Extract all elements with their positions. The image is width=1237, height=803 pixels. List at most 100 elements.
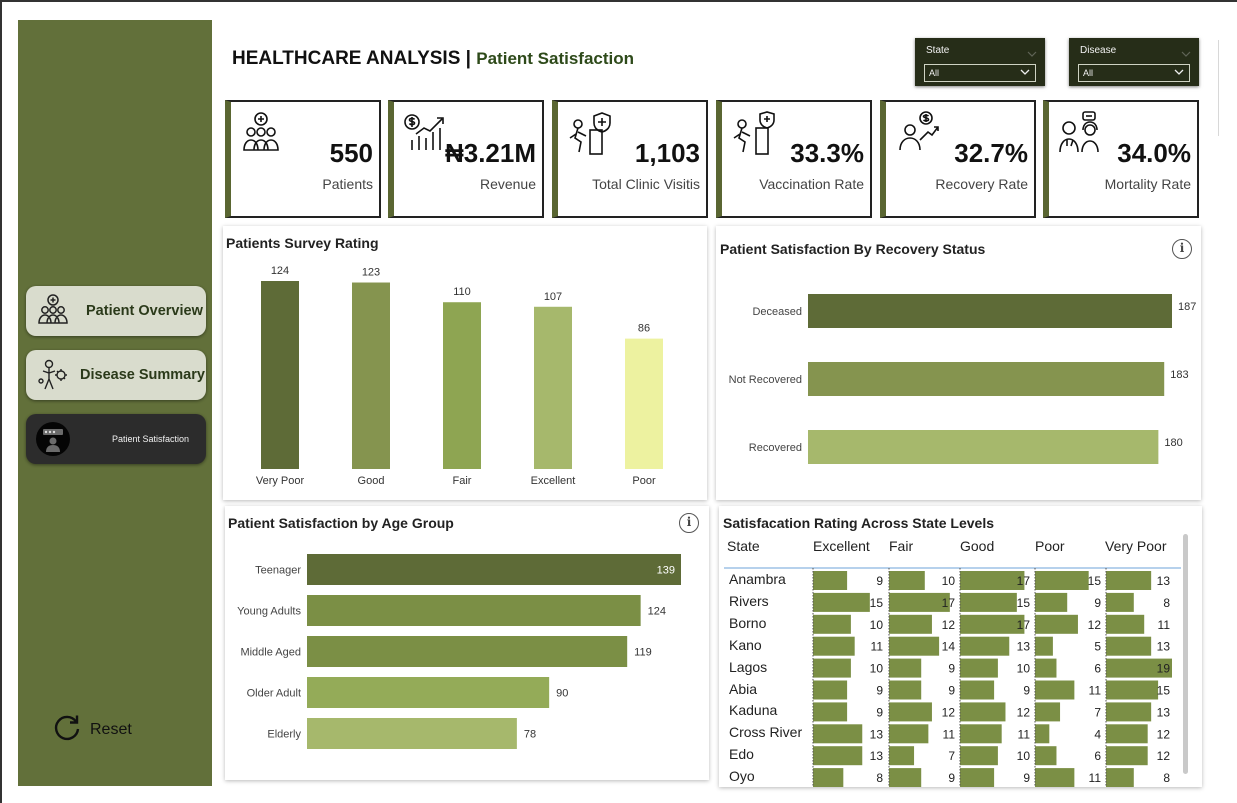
bar bbox=[307, 554, 681, 585]
chevron-down-icon bbox=[1027, 44, 1037, 62]
recovery-icon bbox=[894, 110, 942, 158]
age-group-chart: 139 Teenager 124 Young Adults 119 Middle Aged… bbox=[237, 554, 681, 749]
table-cell-value: 7 bbox=[1094, 705, 1101, 719]
table-cell-value: 8 bbox=[1163, 771, 1170, 785]
kpi-card-clinic-visits: 1,103 Total Clinic Visitis bbox=[552, 100, 708, 218]
state-filter-dropdown[interactable]: All bbox=[924, 64, 1036, 82]
nav-item-label: Patient Overview bbox=[86, 303, 203, 319]
table-row: Kaduna bbox=[729, 702, 778, 719]
info-icon[interactable]: i bbox=[1172, 239, 1192, 259]
reset-label: Reset bbox=[90, 720, 132, 738]
kpi-card-mortality-rate: 34.0% Mortality Rate bbox=[1043, 100, 1199, 218]
table-cell-bar bbox=[1106, 702, 1152, 722]
bar bbox=[534, 306, 572, 469]
table-row: Anambra bbox=[729, 571, 786, 587]
column-header[interactable]: Very Poor bbox=[1105, 538, 1167, 554]
chevron-down-icon[interactable] bbox=[1174, 68, 1184, 78]
table-cell-value: 5 bbox=[1094, 640, 1101, 654]
bar bbox=[808, 294, 1172, 328]
table-cell-bar bbox=[1106, 680, 1159, 700]
tick-label: Older Adult bbox=[247, 688, 301, 700]
table-cell-bar bbox=[960, 614, 1025, 634]
tick-label: Fair bbox=[453, 475, 472, 487]
disease-filter[interactable]: Disease All bbox=[1069, 38, 1199, 86]
data-label: 124 bbox=[271, 265, 289, 277]
column-header[interactable]: Excellent bbox=[813, 538, 870, 554]
table-cell-value: 12 bbox=[942, 705, 956, 719]
table-cell-bar bbox=[813, 768, 844, 787]
patients-group-icon bbox=[239, 110, 287, 158]
column-header[interactable]: State bbox=[727, 538, 760, 554]
window-frame-left bbox=[0, 0, 2, 803]
tick-label: Not Recovered bbox=[729, 374, 802, 386]
tick-label: Young Adults bbox=[237, 606, 301, 618]
table-cell-value: 15 bbox=[870, 596, 884, 610]
table-cell-value: 11 bbox=[1089, 684, 1102, 698]
table-cell-value: 4 bbox=[1094, 727, 1101, 741]
table-cell-value: 11 bbox=[871, 640, 884, 654]
bar bbox=[261, 281, 299, 469]
disease-filter-value: All bbox=[1083, 68, 1094, 78]
table-cell-bar bbox=[813, 614, 851, 634]
table-cell-value: 9 bbox=[876, 684, 883, 698]
chart-title: Satisfacation Rating Across State Levels bbox=[723, 515, 995, 531]
survey-rating-chart: 124 Very Poor 123 Good 110 Fair 107 Excellent 86… bbox=[256, 265, 663, 487]
table-cell-value: 8 bbox=[1163, 596, 1170, 610]
kpi-card-recovery-rate: 32.7% Recovery Rate bbox=[880, 100, 1036, 218]
table-cell-value: 13 bbox=[1157, 574, 1171, 588]
table-cell-value: 9 bbox=[876, 705, 883, 719]
nav-item-label: Disease Summary bbox=[80, 367, 205, 383]
table-cell-bar bbox=[889, 724, 929, 744]
column-header[interactable]: Good bbox=[960, 538, 995, 554]
state-rating-panel: Satisfacation Rating Across State Levels… bbox=[719, 506, 1202, 787]
table-scrollbar[interactable] bbox=[1183, 534, 1188, 774]
state-filter[interactable]: State All bbox=[915, 38, 1045, 86]
table-cell-value: 9 bbox=[1023, 771, 1030, 785]
table-cell-bar bbox=[889, 658, 922, 678]
disease-filter-dropdown[interactable]: All bbox=[1078, 64, 1190, 82]
chart-title: Patients Survey Rating bbox=[226, 235, 379, 251]
table-cell-value: 14 bbox=[942, 640, 956, 654]
state-filter-value: All bbox=[929, 68, 940, 78]
table-cell-value: 12 bbox=[1157, 727, 1171, 741]
table-cell-value: 15 bbox=[1088, 574, 1102, 588]
column-header[interactable]: Poor bbox=[1035, 538, 1065, 554]
table-cell-bar bbox=[1035, 636, 1053, 656]
state-filter-label: State bbox=[926, 45, 950, 56]
table-cell-bar bbox=[1106, 571, 1152, 590]
reset-button[interactable]: Reset bbox=[52, 712, 132, 747]
kpi-value: ₦3.21M bbox=[444, 138, 536, 168]
chevron-down-icon[interactable] bbox=[1020, 68, 1030, 78]
kpi-card-revenue: ₦3.21M Revenue bbox=[388, 100, 544, 218]
nav-patient-satisfaction-button[interactable]: Patient Satisfaction bbox=[26, 414, 206, 464]
table-cell-bar bbox=[960, 658, 998, 678]
table-cell-value: 10 bbox=[942, 574, 956, 588]
age-group-panel: Patient Satisfaction by Age Group i 139 T… bbox=[225, 506, 709, 780]
table-cell-value: 11 bbox=[1018, 727, 1031, 741]
column-header[interactable]: Fair bbox=[889, 538, 914, 554]
table-cell-bar bbox=[1106, 658, 1172, 678]
table-cell-value: 6 bbox=[1094, 662, 1101, 676]
table-cell-value: 13 bbox=[870, 727, 884, 741]
table-cell-bar bbox=[1035, 746, 1057, 766]
table-cell-bar bbox=[1035, 724, 1050, 744]
data-label: 180 bbox=[1164, 437, 1182, 449]
nav-patient-overview-button[interactable]: Patient Overview bbox=[26, 286, 206, 336]
table-cell-value: 10 bbox=[1017, 662, 1031, 676]
divider bbox=[1218, 40, 1219, 136]
info-icon[interactable]: i bbox=[679, 513, 699, 533]
refresh-icon bbox=[52, 712, 82, 747]
nav-disease-summary-button[interactable]: Disease Summary bbox=[26, 350, 206, 400]
table-cell-value: 12 bbox=[1017, 705, 1031, 719]
bar bbox=[307, 636, 628, 667]
table-cell-bar bbox=[889, 746, 915, 766]
table-cell-bar bbox=[1106, 592, 1134, 612]
table-cell-bar bbox=[889, 636, 940, 656]
state-rating-table: 9 10 17 15 13 15 17 15 9 8 10 12 17 12 11 11 14 13 5 13 10 9 1… bbox=[724, 567, 1181, 787]
chart-title: Patient Satisfaction By Recovery Status bbox=[720, 241, 986, 257]
kpi-label: Total Clinic Visitis bbox=[592, 176, 700, 192]
data-label: 78 bbox=[524, 729, 536, 741]
table-row: Edo bbox=[729, 746, 754, 763]
kpi-card-patients: 550 Patients bbox=[225, 100, 381, 218]
table-cell-value: 9 bbox=[876, 574, 883, 588]
